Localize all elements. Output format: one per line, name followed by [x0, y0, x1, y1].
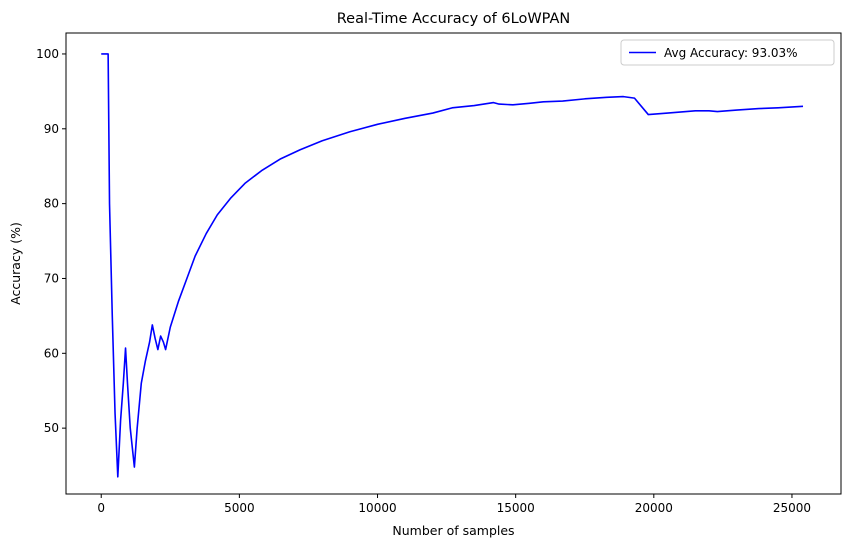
plot-area: 0 5000 10000 15000 20000 25000 50 60 70 80 90 100 — [36, 32, 842, 515]
x-axis-label: Number of samples — [392, 523, 514, 538]
x-tick-label: 25000 — [773, 501, 811, 515]
y-tick-label: 50 — [44, 421, 59, 435]
x-tick-label: 0 — [97, 501, 105, 515]
legend-box — [620, 39, 835, 66]
y-axis-label: Accuracy (%) — [8, 222, 23, 305]
series-line-avg-accuracy — [101, 53, 804, 478]
legend-label: Avg Accuracy: 93.03% — [664, 46, 798, 60]
y-tick-label: 90 — [44, 122, 59, 136]
y-tick-label: 70 — [44, 271, 59, 285]
x-tick-label: 15000 — [497, 501, 535, 515]
y-tick-label: 60 — [44, 346, 59, 360]
y-tick-label: 80 — [44, 197, 59, 211]
series-group — [101, 53, 804, 478]
x-tick-label: 20000 — [635, 501, 673, 515]
y-tick-label: 100 — [36, 47, 59, 61]
y-axis-ticks: 50 60 70 80 90 100 — [36, 47, 66, 435]
x-tick-label: 5000 — [224, 501, 255, 515]
chart-title: Real-Time Accuracy of 6LoWPAN — [337, 11, 571, 27]
x-tick-label: 10000 — [358, 501, 396, 515]
plot-frame — [65, 32, 842, 495]
x-axis-ticks: 0 5000 10000 15000 20000 25000 — [97, 494, 811, 515]
legend: Avg Accuracy: 93.03% — [620, 39, 835, 66]
